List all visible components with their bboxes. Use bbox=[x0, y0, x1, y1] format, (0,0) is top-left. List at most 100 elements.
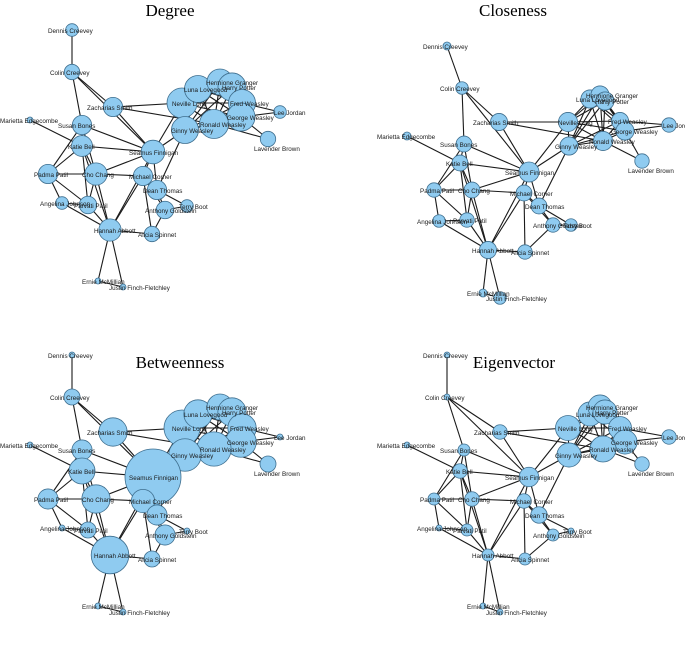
node-label: Alicia Spinnet bbox=[138, 557, 176, 564]
node-justin-finch-fletchley bbox=[119, 608, 127, 616]
node-label: Neville Long bbox=[558, 120, 593, 127]
node-padma-patil bbox=[426, 182, 442, 198]
edge bbox=[471, 189, 489, 251]
node-label: Padma Patil bbox=[420, 188, 454, 195]
node-label: Hermione Granger bbox=[206, 405, 258, 412]
edge bbox=[461, 87, 465, 145]
node-label: Anthony Goldstein bbox=[145, 208, 197, 215]
node-ernie-mcmillian bbox=[479, 602, 487, 610]
node-george-weasley bbox=[615, 121, 635, 141]
edge bbox=[438, 220, 489, 251]
node-harry-potter bbox=[595, 91, 615, 111]
node-label: Dean Thomas bbox=[525, 513, 564, 520]
edge bbox=[459, 470, 530, 478]
node-label: Ginny Weasley bbox=[555, 453, 598, 460]
node-label: Ernie McMillian bbox=[82, 604, 125, 611]
node-label: Angelina Johnson bbox=[40, 201, 91, 208]
node-marietta-edgecombe bbox=[26, 116, 34, 124]
node-label: Zacharias Smith bbox=[87, 105, 133, 112]
node-neville-longbottom bbox=[555, 415, 581, 441]
node-label: Susan Bones bbox=[58, 448, 95, 455]
node-label: Dennis Creevey bbox=[423, 353, 469, 360]
edges-eigenvector bbox=[406, 355, 670, 613]
node-label: Lavender Brown bbox=[254, 146, 300, 153]
node-label: Seamus Finnigan bbox=[129, 150, 179, 157]
node-label: Cho Chang bbox=[82, 172, 114, 179]
node-label: Lee Jordan bbox=[274, 110, 306, 117]
node-label: Terry Boot bbox=[179, 204, 208, 211]
nodes-closeness: Dennis Creevey Colin Creevey Marietta Edge… bbox=[377, 41, 685, 305]
nodes-eigenvector: Dennis Creevey Colin Creevey Marietta Edge… bbox=[377, 351, 685, 617]
node-label: Seamus Finnigan bbox=[505, 475, 555, 482]
node-label: Hannah Abbott bbox=[472, 553, 514, 560]
node-katie-bell bbox=[452, 463, 468, 479]
node-katie-bell bbox=[451, 154, 469, 172]
edge bbox=[97, 605, 124, 613]
node-dean-thomas bbox=[530, 506, 548, 524]
node-label: Ronald Weasley bbox=[589, 139, 636, 146]
edge bbox=[97, 280, 124, 288]
edge bbox=[406, 444, 461, 472]
node-label: George Weasley bbox=[227, 440, 275, 447]
node-alicia-spinnet bbox=[143, 225, 161, 243]
edge bbox=[487, 554, 501, 613]
node-label: Alicia Spinnet bbox=[511, 557, 549, 564]
node-label: Marietta Edgecombe bbox=[0, 118, 59, 125]
node-angelina-johnson bbox=[55, 196, 69, 210]
node-justin-finch-fletchley bbox=[119, 283, 127, 291]
node-parvati-patil bbox=[79, 521, 97, 539]
edge bbox=[523, 192, 526, 253]
node-label: Colin Creevey bbox=[440, 86, 480, 93]
node-label: Susan Bones bbox=[58, 123, 95, 130]
node-label: Hannah Abbott bbox=[472, 248, 514, 255]
node-label: George Weasley bbox=[611, 440, 659, 447]
node-ronald-weasley bbox=[593, 131, 613, 151]
node-label: Hermione Granger bbox=[586, 93, 638, 100]
node-cho-chang bbox=[84, 162, 108, 186]
node-katie-bell bbox=[71, 135, 93, 157]
node-label: Katie Bell bbox=[68, 469, 95, 476]
edge bbox=[459, 162, 468, 221]
edge bbox=[487, 476, 530, 556]
node-marietta-edgecombe bbox=[26, 441, 34, 449]
node-seamus-finnigan bbox=[518, 161, 540, 183]
node-marietta-edgecombe bbox=[403, 441, 411, 449]
edge bbox=[81, 124, 154, 153]
node-label: Zacharias Smith bbox=[473, 120, 519, 127]
node-label: Justin Finch-Fletchley bbox=[109, 285, 171, 292]
node-label: Dean Thomas bbox=[525, 204, 564, 211]
edge bbox=[433, 498, 468, 531]
node-label: George Weasley bbox=[611, 129, 659, 136]
node-label: Seamus Finnigan bbox=[505, 170, 555, 177]
node-alicia-spinnet bbox=[518, 552, 532, 566]
node-lavender-brown bbox=[259, 455, 277, 473]
edge bbox=[446, 396, 501, 433]
node-label: Susan Bones bbox=[440, 142, 477, 149]
node-dennis-creevey bbox=[442, 41, 452, 51]
node-ginny-weasley bbox=[171, 116, 199, 144]
node-label: Anthony Goldstein bbox=[533, 223, 585, 230]
node-michael-corner bbox=[132, 165, 154, 187]
node-label: Parvati Patil bbox=[453, 218, 487, 225]
node-hannah-abbott bbox=[90, 535, 130, 575]
node-lee-jordan bbox=[273, 105, 287, 119]
node-label: Hannah Abbott bbox=[94, 553, 136, 560]
edge bbox=[523, 500, 526, 560]
node-ginny-weasley bbox=[559, 136, 579, 156]
node-label: Ronald Weasley bbox=[589, 447, 636, 454]
node-label: Terry Boot bbox=[563, 223, 592, 230]
node-anthony-goldstein bbox=[545, 217, 561, 233]
node-zacharias-smith bbox=[492, 424, 508, 440]
node-label: Neville Long bbox=[172, 101, 207, 108]
edge bbox=[487, 500, 525, 556]
panel-eigenvector: Eigenvector Dennis Creevey Colin Creevey M… bbox=[343, 325, 685, 650]
node-colin-creevey bbox=[63, 63, 81, 81]
node-lee-jordan bbox=[661, 429, 677, 445]
node-michael-corner bbox=[130, 488, 156, 514]
node-label: Michael Corner bbox=[129, 499, 172, 506]
node-colin-creevey bbox=[455, 81, 469, 95]
edge bbox=[438, 527, 489, 556]
node-label: Luna Lovegood bbox=[184, 87, 228, 94]
node-label: Luna Lovegood bbox=[576, 412, 620, 419]
edge bbox=[459, 470, 468, 531]
